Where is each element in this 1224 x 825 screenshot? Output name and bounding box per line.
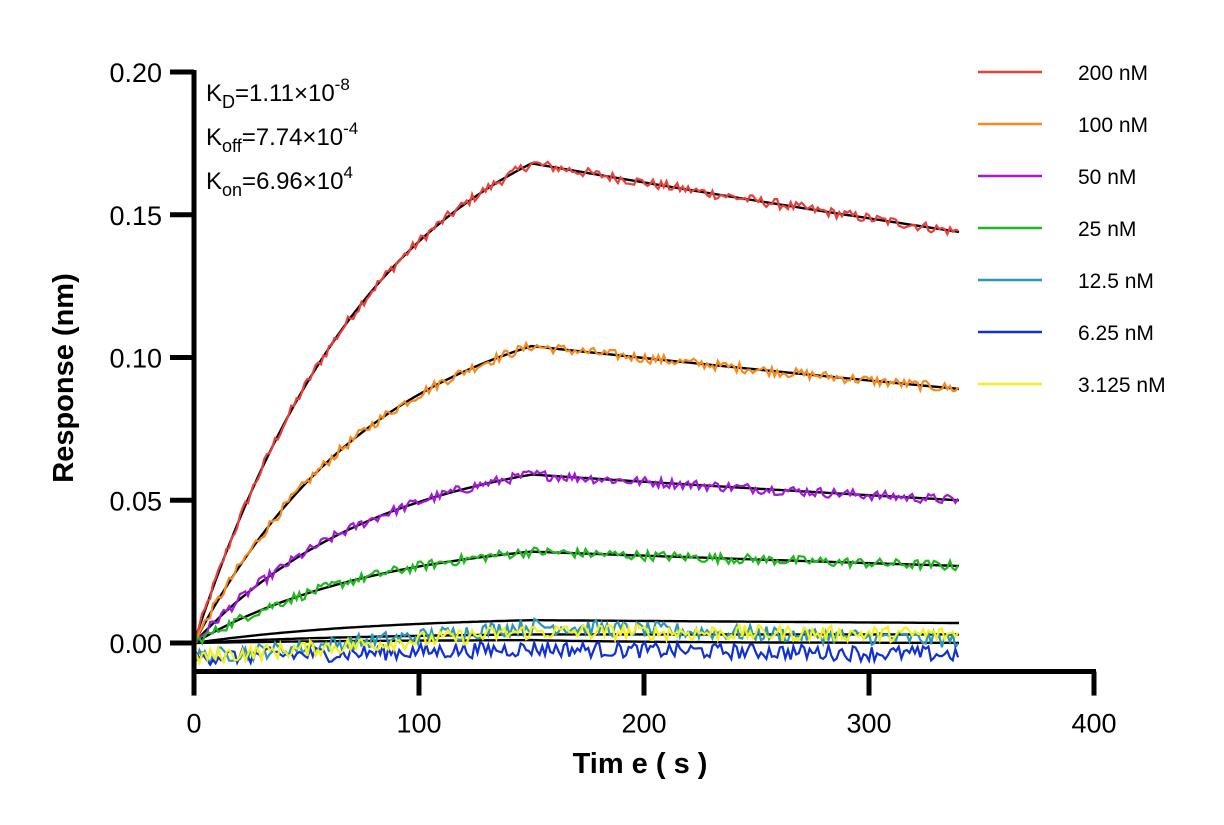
fit-curve-5 bbox=[193, 619, 959, 645]
series-line-6_25-nM bbox=[193, 638, 960, 667]
legend-label: 100 nM bbox=[1078, 114, 1148, 137]
fit-curves bbox=[192, 162, 960, 645]
fit-curve-7 bbox=[193, 638, 959, 645]
legend-label: 25 nM bbox=[1078, 218, 1136, 241]
kinetic-constants: KD=1.11×10-8 Koff=7.74×10-4 Kon=6.96×104 bbox=[206, 75, 358, 200]
series-line-50-nM bbox=[193, 469, 960, 644]
y-tick-label: 0.05 bbox=[109, 486, 162, 516]
constant-D: KD=1.11×10-8 bbox=[206, 75, 350, 112]
y-tick-label: 0.00 bbox=[109, 629, 162, 659]
y-tick-label: 0.10 bbox=[109, 344, 162, 374]
constant-on: Kon=6.96×104 bbox=[206, 163, 353, 200]
x-tick-label: 400 bbox=[1071, 709, 1116, 739]
y-tick-label: 0.20 bbox=[109, 58, 162, 88]
series-line-3_125-nM bbox=[193, 621, 960, 667]
data-series bbox=[193, 160, 960, 667]
y-tick-label: 0.15 bbox=[109, 201, 162, 231]
y-axis-label: Response (nm) bbox=[48, 273, 80, 482]
fit-curve-1 bbox=[192, 162, 960, 644]
x-tick-label: 0 bbox=[186, 709, 201, 739]
legend-label: 3.125 nM bbox=[1078, 374, 1166, 397]
x-tick-label: 200 bbox=[621, 709, 666, 739]
legend-label: 12.5 nM bbox=[1078, 270, 1154, 293]
x-tick-label: 300 bbox=[846, 709, 891, 739]
series-line-12_5-nM bbox=[193, 617, 959, 667]
series-line-25-nM bbox=[193, 545, 960, 647]
x-axis-label: Tim e ( s ) bbox=[573, 748, 708, 780]
legend-label: 6.25 nM bbox=[1078, 322, 1154, 345]
fit-curve-3 bbox=[193, 473, 960, 644]
legend-label: 50 nM bbox=[1078, 166, 1136, 189]
x-tick-label: 100 bbox=[396, 709, 441, 739]
series-line-200-nM bbox=[193, 160, 959, 642]
legend: 200 nM 100 nM 50 nM 25 nM 12.5 nM 6.25 nM 3.12… bbox=[978, 62, 1166, 397]
axes: 0.00 0.05 0.10 0.15 0.20 0 100 200 300 400 bbox=[109, 58, 1116, 739]
legend-label: 200 nM bbox=[1078, 62, 1148, 85]
series-line-100-nM bbox=[193, 340, 959, 646]
constant-off: Koff=7.74×10-4 bbox=[206, 119, 358, 156]
